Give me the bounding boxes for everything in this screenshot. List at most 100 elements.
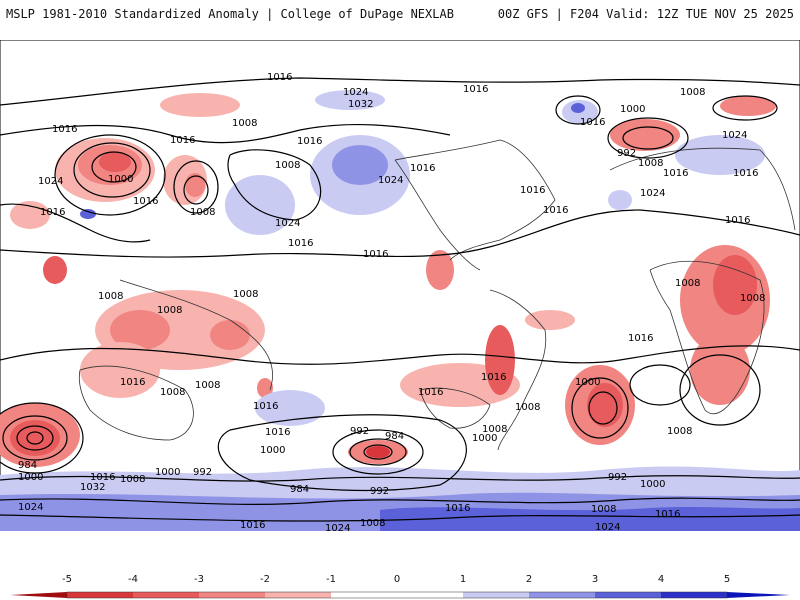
- isobar-label: 1008: [591, 504, 616, 515]
- isobar-label: 992: [370, 486, 389, 497]
- colorbar-outline: [66, 591, 728, 599]
- isobar-label: 1008: [120, 474, 145, 485]
- isobar-label: 1016: [418, 387, 443, 398]
- isobar-label: 1000: [640, 479, 665, 490]
- isobar-label: 984: [385, 431, 404, 442]
- isobar-label: 1016: [481, 372, 506, 383]
- colorbar-tick-label: 0: [393, 574, 401, 585]
- isobar-label: 1016: [240, 520, 265, 531]
- isobar-label: 984: [18, 460, 37, 471]
- isobar-label: 1016: [133, 196, 158, 207]
- colorbar-segment: [67, 592, 134, 598]
- isobar-label: 1024: [595, 522, 620, 531]
- isobar-label: 1016: [297, 136, 322, 147]
- isobar-label: 1016: [265, 427, 290, 438]
- isobar-label: 1008: [482, 424, 507, 435]
- isobar-label: 1016: [253, 401, 278, 412]
- colorbar-tick-label: -5: [62, 574, 72, 585]
- model-run-info: 00Z GFS | F204 Valid: 12Z TUE NOV 25 202…: [497, 7, 794, 21]
- map-title: MSLP 1981-2010 Standardized Anomaly | Co…: [6, 7, 454, 21]
- colorbar-tick-label: -2: [260, 574, 270, 585]
- isobar-labels: 1016 1024 1032 1016 1008 1000 1016 1016 …: [18, 72, 765, 531]
- colorbar-segment: [199, 592, 266, 598]
- isobar-label: 1000: [155, 467, 180, 478]
- isobar-label: 1008: [195, 380, 220, 391]
- isobar-label: 1008: [515, 402, 540, 413]
- isobar-label: 1016: [267, 72, 292, 83]
- isobar-label: 1000: [575, 377, 600, 388]
- isobar-label: 1016: [170, 135, 195, 146]
- isobar-label: 1024: [722, 130, 747, 141]
- isobar-label: 1024: [275, 218, 300, 229]
- isobar-label: 1032: [348, 99, 373, 110]
- colorbar-tick-label: 5: [723, 574, 731, 585]
- isobar-label: 1000: [620, 104, 645, 115]
- colorbar-tick-label: 1: [459, 574, 467, 585]
- colorbar-segment: [661, 592, 728, 598]
- colorbar-segment: [265, 592, 332, 598]
- isobar-label: 1000: [472, 433, 497, 444]
- colorbar-segment: [133, 592, 200, 598]
- isobar-label: 1016: [733, 168, 758, 179]
- header: MSLP 1981-2010 Standardized Anomaly | Co…: [0, 0, 800, 32]
- isobar-label: 992: [193, 467, 212, 478]
- isobar-label: 1016: [52, 124, 77, 135]
- isobar-label: 1008: [675, 278, 700, 289]
- colorbar-tick-label: 2: [525, 574, 533, 585]
- colorbar-segment: [529, 592, 596, 598]
- isobar-label: 1016: [655, 509, 680, 520]
- isobar-label: 1016: [580, 117, 605, 128]
- isobar-label: 1024: [325, 523, 350, 531]
- isobar-label: 1008: [232, 118, 257, 129]
- isobar-label: 1008: [190, 207, 215, 218]
- isobar-label: 1008: [98, 291, 123, 302]
- colorbar-segment: [331, 592, 398, 598]
- isobar-label: 984: [290, 484, 309, 495]
- isobar-label: 1008: [275, 160, 300, 171]
- north-pacific-high-anomaly: [225, 175, 295, 235]
- colorbar-tick-label: 3: [591, 574, 599, 585]
- isobar-label: 1016: [663, 168, 688, 179]
- colorbar-arrow-left: [10, 592, 67, 598]
- colorbar-segment: [397, 592, 464, 598]
- isobar-label: 1008: [680, 87, 705, 98]
- isobar-label: 1016: [628, 333, 653, 344]
- isobar-label: 1016: [120, 377, 145, 388]
- isobar-label: 1016: [520, 185, 545, 196]
- colorbar-tick-label: -4: [128, 574, 138, 585]
- isobar-label: 1000: [108, 174, 133, 185]
- isobar-label: 1000: [18, 472, 43, 483]
- isobar-label: 1024: [38, 176, 63, 187]
- isobar-label: 1008: [360, 518, 385, 529]
- isobar-label: 1016: [288, 238, 313, 249]
- isobar-label: 992: [608, 472, 627, 483]
- isobars: [0, 77, 800, 522]
- isobar-label: 1024: [640, 188, 665, 199]
- isobar-label: 992: [617, 148, 636, 159]
- colorbar-segment: [463, 592, 530, 598]
- colorbar-segment: [595, 592, 662, 598]
- colorbar-tick-label: 4: [657, 574, 665, 585]
- colorbar-arrow-right: [727, 592, 790, 598]
- isobar-label: 1016: [445, 503, 470, 514]
- colorbar: [10, 591, 790, 599]
- coastlines: [78, 139, 796, 451]
- isobar-label: 1016: [90, 472, 115, 483]
- isobar-label: 1032: [80, 482, 105, 493]
- isobar-label: 1016: [543, 205, 568, 216]
- isobar-label: 1008: [667, 426, 692, 437]
- colorbar-tick-label: -3: [194, 574, 204, 585]
- isobar-label: 1008: [233, 289, 258, 300]
- colorbar-tick-label: -1: [326, 574, 336, 585]
- isobar-label: 1000: [260, 445, 285, 456]
- isobar-label: 1016: [725, 215, 750, 226]
- isobar-label: 1024: [378, 175, 403, 186]
- anomaly-map: 1016 1024 1032 1016 1008 1000 1016 1016 …: [0, 40, 800, 531]
- isobar-label: 1024: [18, 502, 43, 513]
- isobar-label: 1008: [160, 387, 185, 398]
- isobar-label: 1008: [740, 293, 765, 304]
- isobar-label: 1008: [638, 158, 663, 169]
- isobar-label: 1016: [463, 84, 488, 95]
- isobar-label: 1016: [40, 207, 65, 218]
- isobar-label: 1024: [343, 87, 368, 98]
